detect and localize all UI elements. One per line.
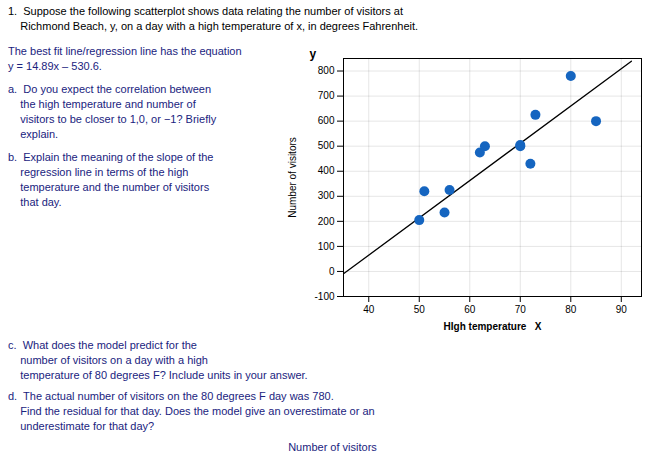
html-text:1. Suppose the following scatt: 1. Suppose the following scatterplot sho…: [8, 5, 403, 17]
html-text:that day.: that day.: [8, 196, 62, 208]
html-text:underestimate for that day?: underestimate for that day?: [8, 420, 155, 432]
svg-text:100: 100: [318, 241, 335, 252]
svg-text:700: 700: [318, 90, 335, 101]
svg-text:80: 80: [565, 304, 577, 315]
svg-text:90: 90: [616, 304, 628, 315]
svg-text:y: y: [310, 47, 317, 61]
html-text:temperature and the number of: temperature and the number of visitors: [8, 181, 210, 193]
html-text:y = 14.89x – 530.6.: y = 14.89x – 530.6.: [8, 60, 102, 72]
html-text:number of visitors on a day wi: number of visitors on a day with a high: [8, 354, 208, 366]
html-text:explain.: explain.: [8, 128, 59, 140]
html-text:d. The actual number of visito: d. The actual number of visitors on the …: [8, 390, 334, 402]
html-text:temperature of 80 degrees F? I: temperature of 80 degrees F? Include uni…: [8, 369, 308, 381]
html-text:The best fit line/regression l: The best fit line/regression line has th…: [8, 45, 242, 57]
html-text:a. Do you expect the correlati: a. Do you expect the correlation between: [8, 83, 211, 95]
svg-text:40: 40: [363, 304, 375, 315]
svg-text:400: 400: [318, 165, 335, 176]
svg-text:50: 50: [414, 304, 426, 315]
svg-text:300: 300: [318, 190, 335, 201]
svg-text:Number of visitors: Number of visitors: [287, 137, 298, 218]
svg-text:500: 500: [318, 140, 335, 151]
svg-text:70: 70: [515, 304, 527, 315]
html-text:the high temperature and numbe: the high temperature and number of: [8, 98, 196, 110]
svg-text:60: 60: [464, 304, 476, 315]
html-text:b. Explain the meaning of the: b. Explain the meaning of the slope of t…: [8, 151, 214, 163]
svg-text:HIgh temperature X: HIgh temperature X: [444, 321, 542, 332]
svg-text:0: 0: [329, 266, 335, 277]
html-text:regression line in terms of th: regression line in terms of the high: [8, 166, 189, 178]
html-text:visitors to be closer to 1,0,: visitors to be closer to 1,0, or −1? Bri…: [8, 113, 217, 125]
html-text:Richmond Beach, y, on a day wi: Richmond Beach, y, on a day with a high …: [8, 20, 419, 32]
svg-text:800: 800: [318, 65, 335, 76]
svg-text:-100: -100: [314, 291, 334, 302]
html-text:Find the residual for that day: Find the residual for that day. Does the…: [8, 405, 375, 417]
svg-text:600: 600: [318, 115, 335, 126]
html-text:c. What does the model predict: c. What does the model predict for the: [8, 339, 197, 351]
svg-text:200: 200: [318, 216, 335, 227]
html-text:Number of visitors: Number of visitors: [288, 441, 377, 453]
